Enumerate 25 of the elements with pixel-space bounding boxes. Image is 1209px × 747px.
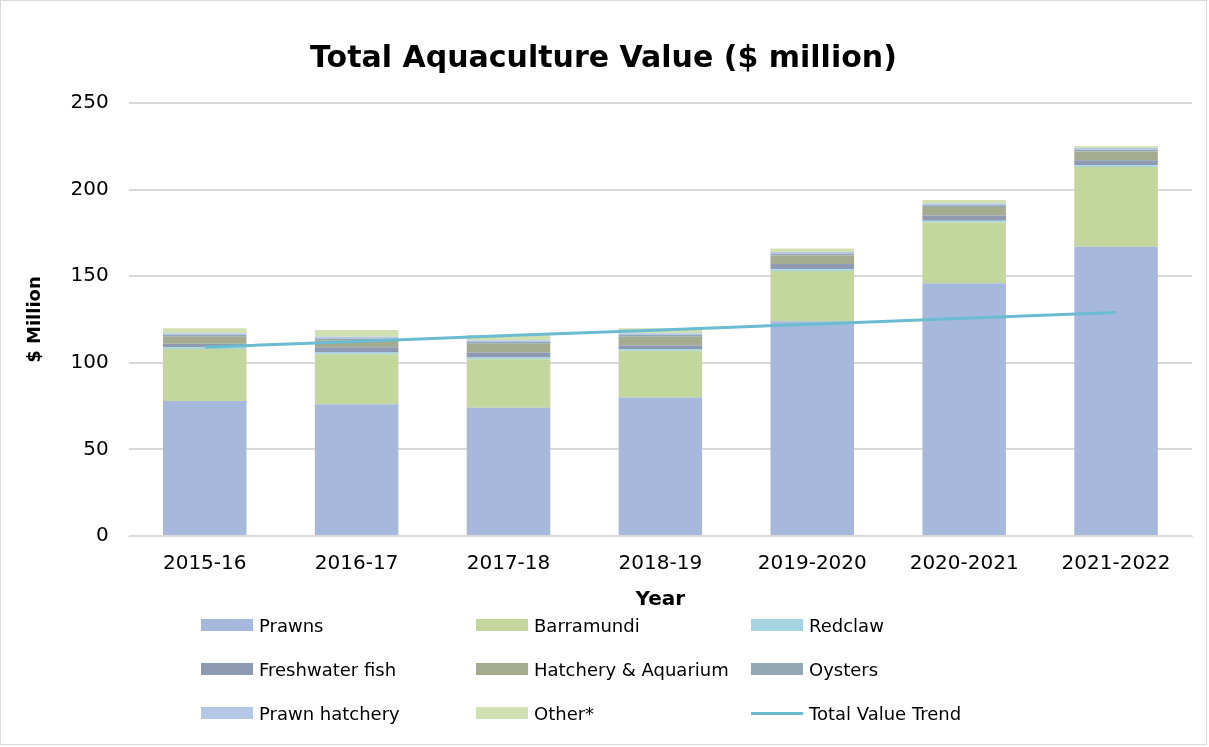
legend-label: Oysters [809,658,879,680]
x-tick-label: 2019-2020 [757,550,867,575]
x-tick-label: 2018-19 [618,550,703,575]
y-tick-label: 50 [83,435,109,460]
legend-label: Prawn hatchery [259,702,400,724]
x-tick-label: 2021-2022 [1061,550,1171,575]
legend-label: Freshwater fish [259,658,397,680]
y-axis-title: $ Million [23,276,45,363]
x-tick-label: 2017-18 [466,550,551,575]
x-axis-title: Year [634,586,686,611]
y-tick-label: 100 [70,349,109,373]
x-tick-label: 2016-17 [314,550,399,575]
y-tick-label: 150 [70,262,109,287]
legend-label: Other* [534,702,595,724]
legend-label: Prawns [259,614,324,636]
x-tick-label: 2015-16 [162,550,247,575]
chart-title: Total Aquaculture Value ($ million) [309,39,898,74]
y-tick-label: 0 [96,522,109,547]
x-tick-label: 2020-2021 [909,550,1019,575]
legend-label: Redclaw [809,614,884,636]
legend-label: Total Value Trend [809,702,962,724]
legend-label: Barramundi [534,614,640,636]
y-tick-label: 250 [70,89,109,114]
y-tick-label: 200 [70,175,109,200]
legend-label: Hatchery & Aquarium [534,658,729,680]
